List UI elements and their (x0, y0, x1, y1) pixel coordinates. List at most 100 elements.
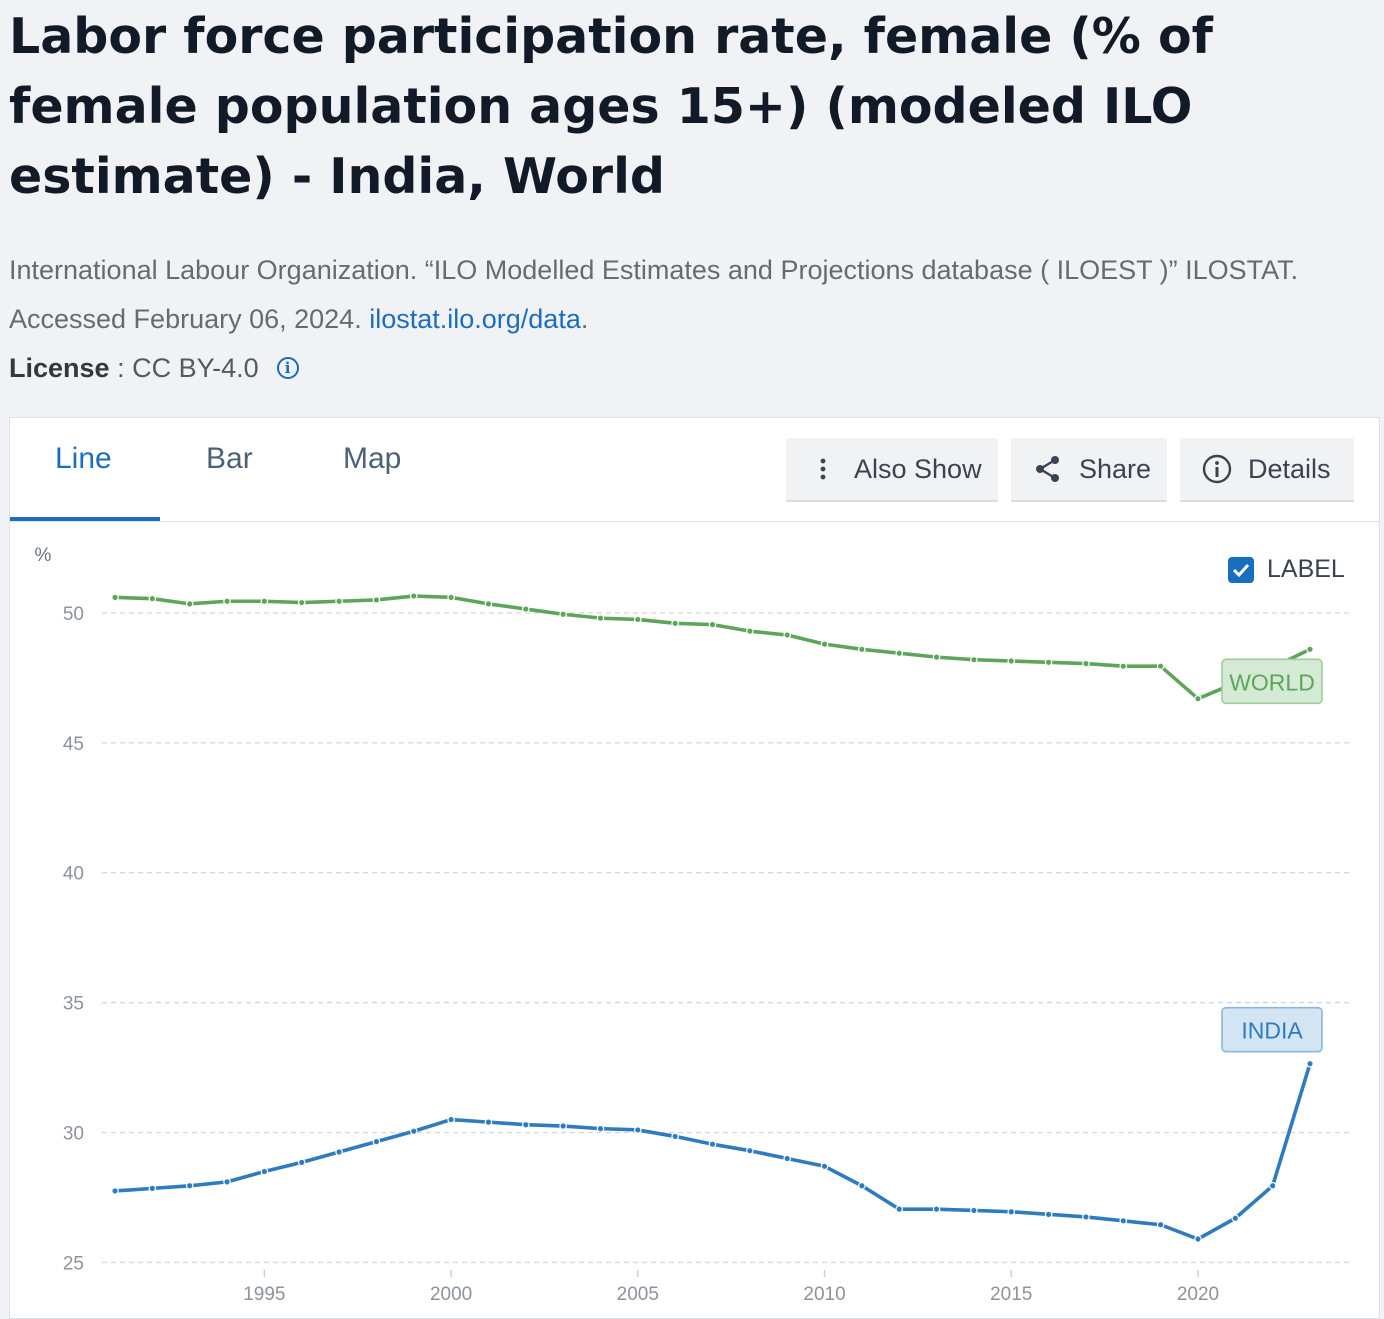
india-data-point (1082, 1213, 1090, 1221)
world-data-point (671, 619, 679, 628)
world-data-point (111, 593, 119, 602)
india-data-point (447, 1115, 455, 1124)
info-icon[interactable]: i (276, 357, 299, 379)
india-series-label: INDIA (1241, 1018, 1303, 1044)
world-data-point (185, 600, 194, 608)
india-data-point (671, 1132, 679, 1141)
world-data-point (1007, 657, 1016, 665)
india-data-point (746, 1146, 754, 1155)
share-icon (1031, 452, 1065, 486)
india-data-point (1231, 1214, 1240, 1223)
active-tab-indicator (10, 517, 160, 521)
x-tick-label: 2015 (990, 1284, 1032, 1305)
world-data-point (1082, 659, 1090, 668)
label-toggle-text: LABEL (1267, 555, 1345, 583)
india-data-point (260, 1167, 269, 1176)
also-show-button[interactable]: Also Show (786, 438, 998, 502)
india-data-point (634, 1126, 642, 1134)
india-data-point (1194, 1235, 1202, 1243)
india-data-point (484, 1118, 493, 1126)
source-end: . (580, 304, 589, 334)
world-data-point (260, 597, 269, 606)
india-data-point (1044, 1210, 1053, 1219)
source-link[interactable]: ilostat.ilo.org/data (369, 304, 581, 334)
chart-tabs: Line Bar Map Also Show Share Details (10, 418, 1379, 522)
world-data-point (484, 600, 493, 608)
more-vertical-icon (806, 452, 840, 486)
india-data-point (559, 1122, 567, 1130)
info-circle-icon (1200, 452, 1234, 486)
chart-card: Line Bar Map Also Show Share Details % 25… (9, 417, 1380, 1319)
india-data-point (1268, 1181, 1277, 1190)
india-data-point (223, 1178, 231, 1186)
details-button[interactable]: Details (1180, 438, 1354, 502)
india-data-point (970, 1206, 978, 1215)
india-data-point (372, 1137, 381, 1146)
y-axis-unit: % (35, 545, 52, 566)
world-data-point (1156, 662, 1165, 671)
world-data-point (1194, 694, 1202, 703)
world-data-point (409, 592, 418, 600)
world-data-point (858, 645, 866, 654)
page-title: Labor force participation rate, female (… (9, 8, 1213, 205)
share-button[interactable]: Share (1011, 438, 1167, 502)
world-data-point (895, 649, 904, 658)
india-series-line (114, 1063, 1312, 1241)
india-data-point (596, 1124, 605, 1133)
license-line: License : CC BY-4.0 i (9, 346, 299, 390)
y-tick-label: 25 (63, 1253, 84, 1274)
x-tick-label: 2010 (803, 1284, 845, 1305)
y-tick-label: 30 (63, 1124, 84, 1145)
india-data-point (1119, 1217, 1128, 1225)
source-text: International Labour Organization. “ILO … (9, 255, 1299, 334)
world-series-label-box (1221, 658, 1323, 705)
share-label: Share (1079, 453, 1152, 484)
world-data-point (1044, 658, 1053, 667)
world-data-point (820, 640, 829, 648)
india-data-point (1156, 1220, 1165, 1229)
license-label: License (9, 353, 110, 383)
world-data-point (559, 610, 567, 619)
world-data-point (596, 614, 605, 622)
license-value: CC BY-4.0 (132, 353, 259, 383)
source-citation: International Labour Organization. “ILO … (9, 246, 1369, 344)
world-data-point (708, 620, 717, 629)
world-series-line (114, 594, 1311, 701)
world-data-point (932, 653, 941, 661)
details-label: Details (1248, 453, 1331, 484)
india-data-point (820, 1162, 829, 1171)
world-data-point (521, 605, 530, 613)
india-data-point (708, 1140, 717, 1149)
tab-line[interactable]: Line (55, 442, 112, 475)
india-series-label-box (1221, 1006, 1323, 1053)
y-tick-label: 35 (63, 994, 84, 1015)
world-data-point (1306, 645, 1314, 654)
india-data-point (895, 1205, 904, 1213)
india-data-point (521, 1120, 530, 1129)
world-data-point (970, 655, 978, 664)
tab-map[interactable]: Map (343, 442, 402, 475)
world-data-point (746, 627, 754, 635)
india-data-point (1007, 1207, 1016, 1216)
world-data-point (447, 593, 455, 602)
line-chart: % 25 30 35 40 45 50 1995 2000 2005 2010 2015 2020 WOR… (35, 545, 1352, 1305)
world-series-label: WORLD (1229, 669, 1315, 695)
india-data-point (185, 1181, 194, 1190)
india-data-point (111, 1187, 119, 1195)
also-show-label: Also Show (854, 453, 982, 484)
india-data-point (932, 1205, 941, 1213)
world-data-point (148, 594, 157, 603)
india-data-point (148, 1184, 157, 1193)
x-tick-label: 2020 (1177, 1284, 1219, 1305)
label-toggle[interactable]: LABEL (1228, 555, 1345, 584)
x-tick-label: 2000 (430, 1284, 472, 1305)
world-data-point (634, 615, 642, 624)
license-separator: : (109, 353, 133, 383)
x-tick-label: 1995 (243, 1284, 285, 1305)
world-data-point (1119, 662, 1128, 671)
label-checkbox[interactable] (1228, 556, 1254, 583)
world-data-point (783, 631, 791, 639)
tab-bar[interactable]: Bar (206, 442, 253, 475)
india-data-point (783, 1154, 791, 1163)
y-tick-label: 50 (63, 604, 84, 625)
